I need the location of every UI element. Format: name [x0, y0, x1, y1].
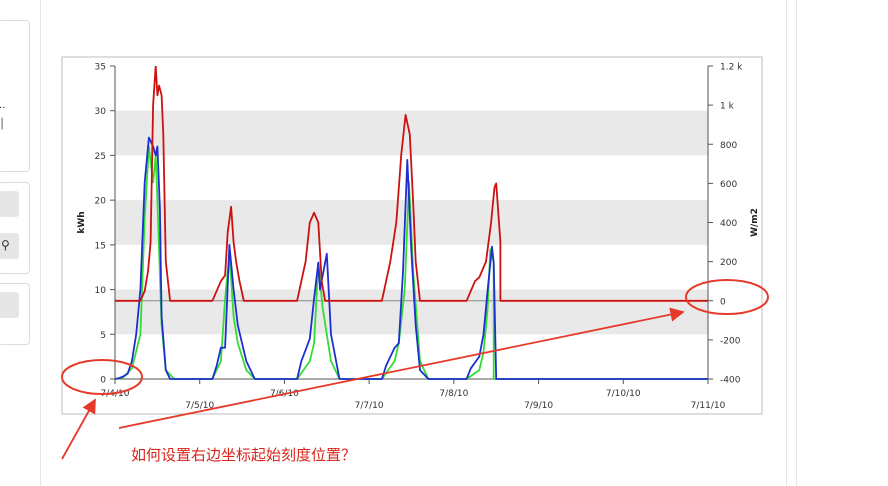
- truncated-text: ··: [0, 103, 6, 114]
- left-panel-box: ·· │: [0, 20, 30, 172]
- content-border: [40, 0, 41, 486]
- x-tick-label: 7/10/10: [606, 389, 641, 399]
- left-panel-button[interactable]: [0, 292, 19, 318]
- left-tick-label: 10: [95, 286, 107, 296]
- right-tick-label: 0: [720, 297, 726, 307]
- content-border: [796, 0, 797, 486]
- annotation-ellipse-left: [61, 359, 143, 395]
- right-tick-label: 200: [720, 258, 737, 268]
- left-tick-label: 20: [95, 197, 107, 207]
- right-tick-label: 1 k: [720, 102, 735, 112]
- right-tick-label: 1.2 k: [720, 63, 743, 73]
- truncated-text: │: [0, 119, 6, 130]
- grid-band: [115, 110, 708, 156]
- x-tick-label: 7/11/10: [691, 401, 726, 411]
- x-tick-label: 7/9/10: [524, 401, 553, 411]
- grid-band: [115, 289, 708, 335]
- annotation-ellipse-right: [685, 279, 769, 315]
- search-icon: ⚲: [1, 238, 10, 252]
- content-border: [786, 0, 787, 486]
- left-panel-button[interactable]: [0, 191, 19, 217]
- left-tick-label: 0: [100, 376, 106, 386]
- right-axis-title: W/m2: [750, 208, 760, 237]
- annotation-arrow-right: [118, 307, 685, 429]
- left-tick-label: 25: [95, 152, 106, 162]
- left-panel: ·· │ ⚲: [0, 0, 30, 486]
- blue-series-line: [115, 136, 708, 380]
- left-axis-title: kWh: [77, 211, 87, 233]
- left-panel-box: ⚲: [0, 182, 30, 274]
- right-tick-label: -400: [720, 376, 741, 386]
- x-tick-label: 7/7/10: [355, 401, 384, 411]
- annotation-arrow-left: [61, 398, 96, 460]
- left-tick-label: 35: [95, 63, 106, 73]
- left-tick-label: 30: [95, 107, 107, 117]
- red-series-line: [115, 66, 708, 302]
- x-tick-label: 7/8/10: [439, 389, 468, 399]
- x-tick-label: 7/5/10: [185, 401, 214, 411]
- left-tick-label: 15: [95, 241, 106, 251]
- left-panel-box: [0, 283, 30, 345]
- left-tick-label: 5: [100, 331, 106, 341]
- right-tick-label: 600: [720, 180, 737, 190]
- search-button[interactable]: ⚲: [0, 233, 19, 259]
- right-tick-label: 400: [720, 219, 737, 229]
- right-tick-label: 800: [720, 141, 737, 151]
- question-annotation: 如何设置右边坐标起始刻度位置？: [131, 446, 357, 464]
- right-tick-label: -200: [720, 336, 741, 346]
